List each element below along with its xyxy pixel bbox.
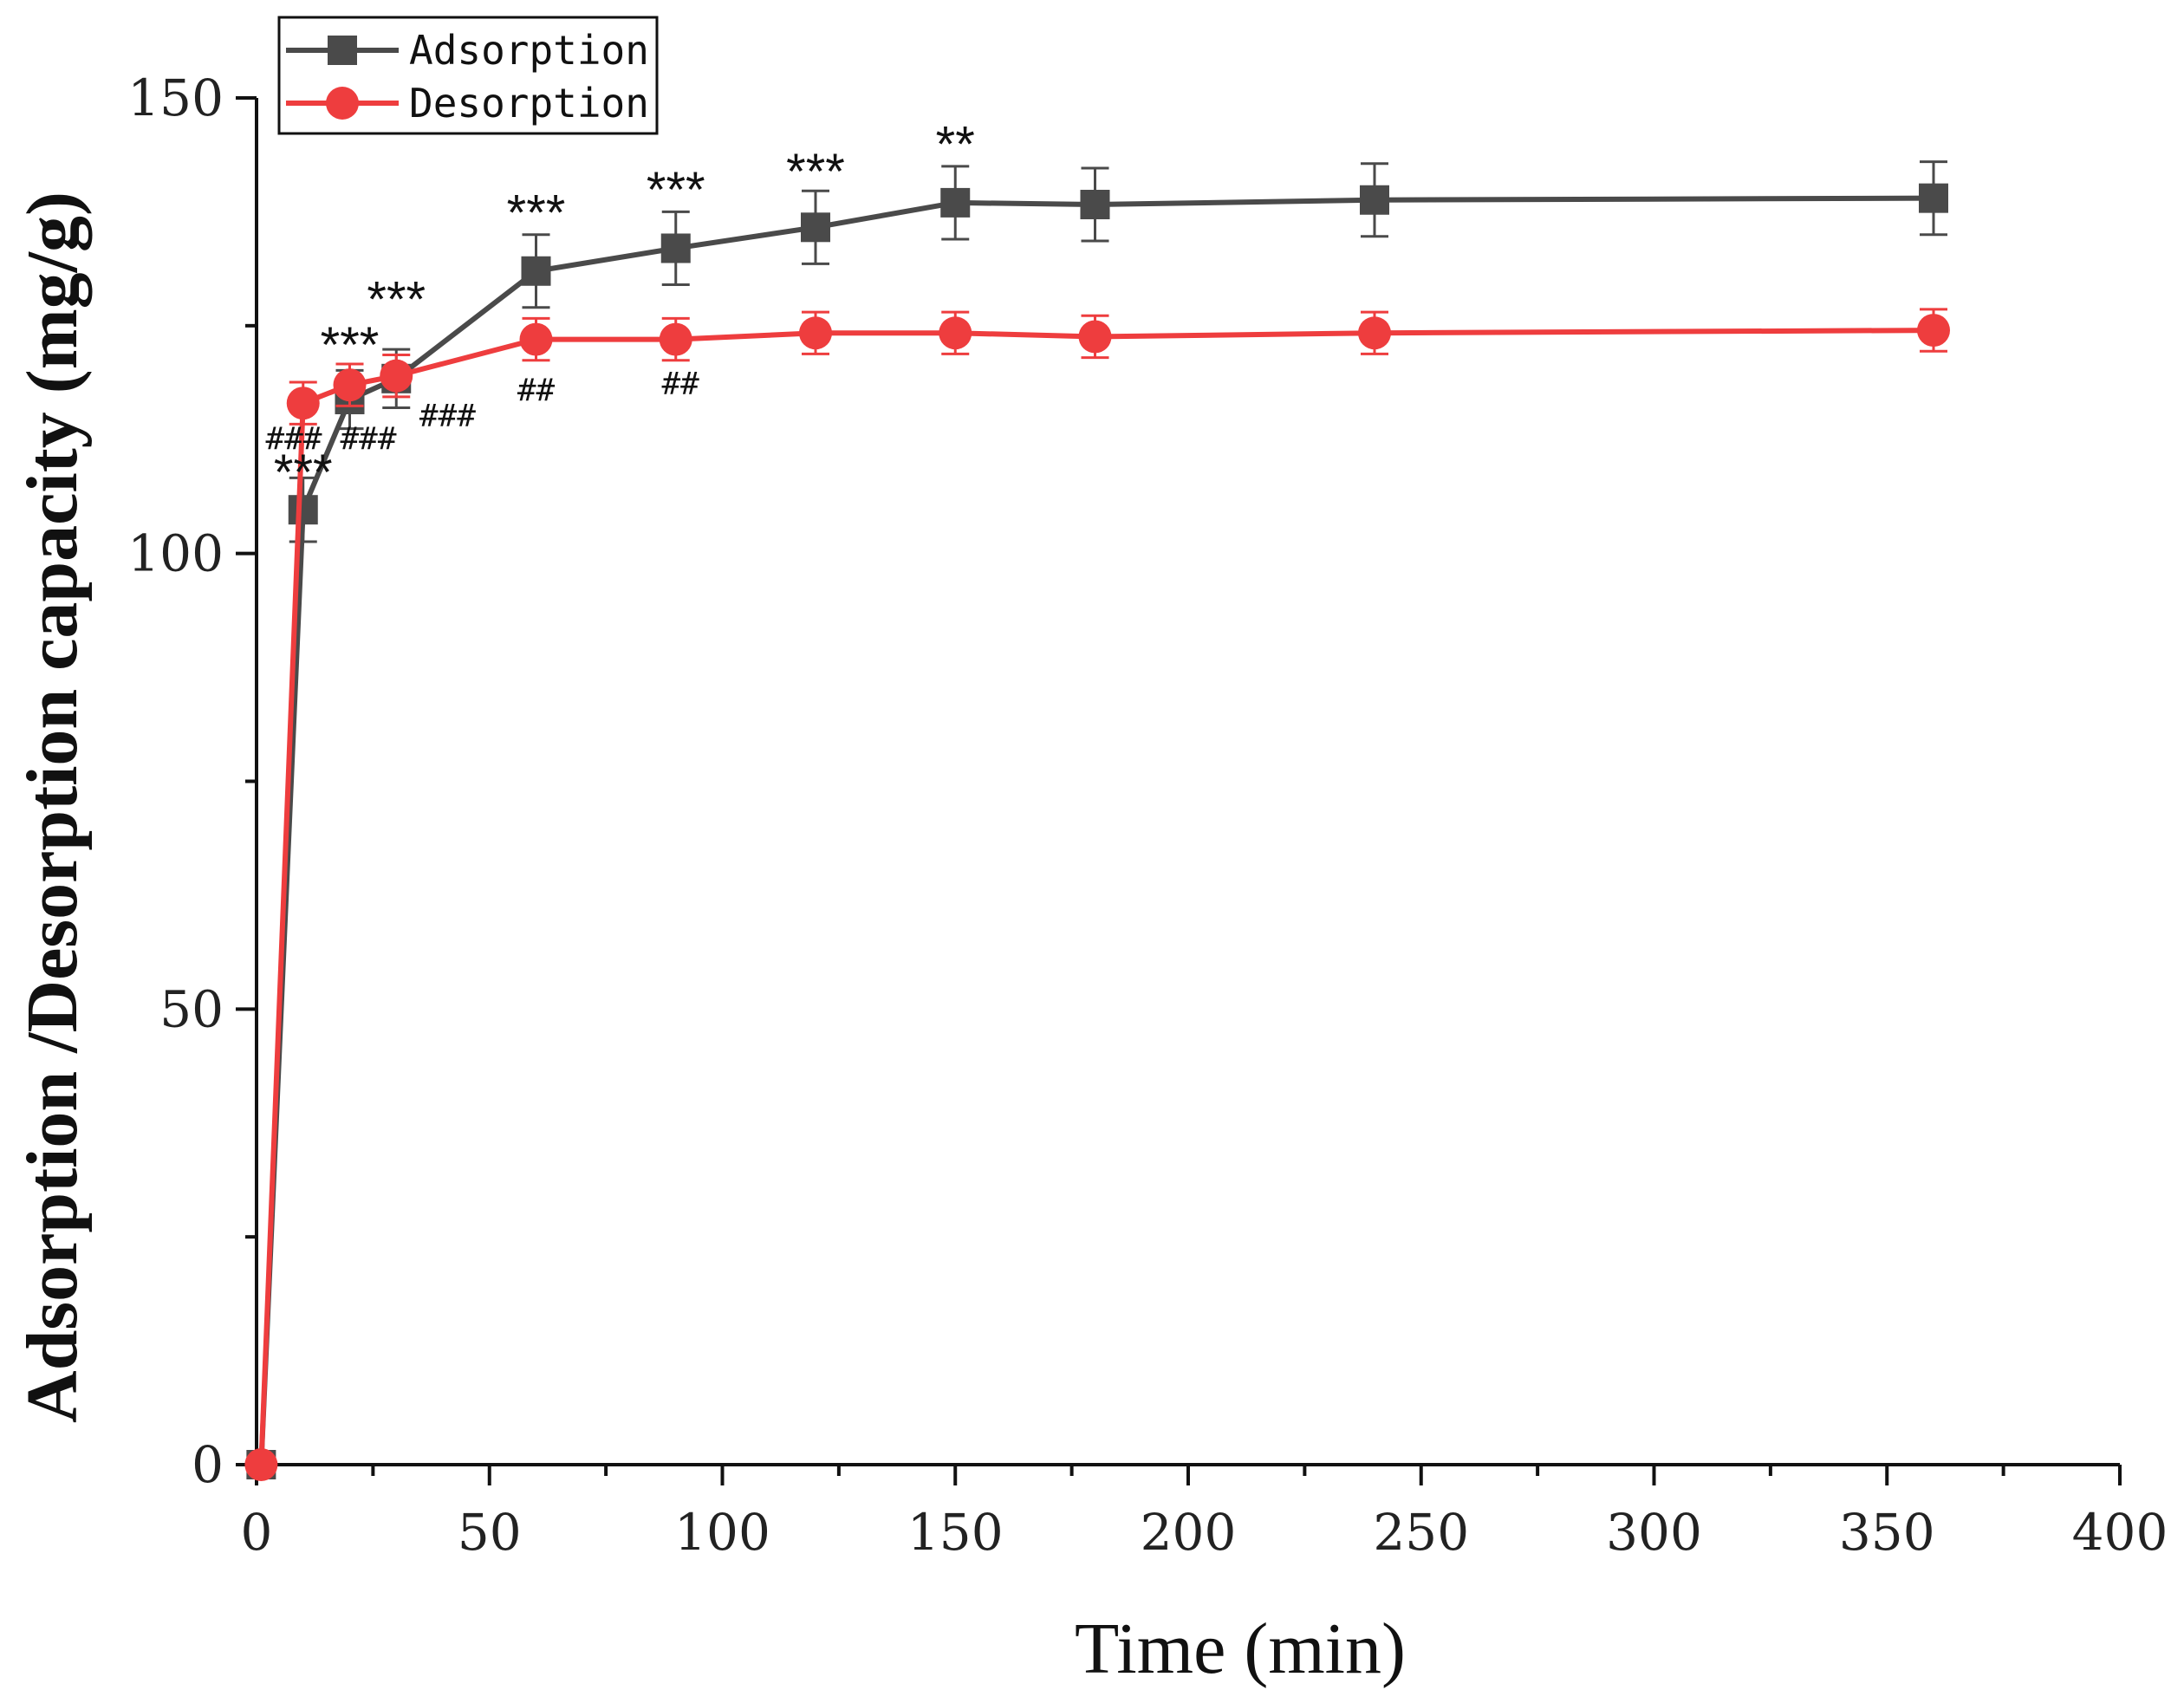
- series-line: [258, 328, 1934, 1466]
- significance-hash: ###: [419, 398, 476, 433]
- series-desorption: [244, 308, 1950, 1481]
- x-tick-label: 50: [458, 1503, 522, 1562]
- significance-hash: ##: [517, 373, 556, 408]
- series-layer: [244, 160, 1950, 1481]
- significance-star: ***: [647, 162, 705, 218]
- data-point: [521, 256, 551, 286]
- data-point: [799, 316, 832, 350]
- x-tick-label: 200: [1141, 1503, 1237, 1562]
- x-axis-title: Time (min): [1075, 1609, 1406, 1689]
- data-point: [244, 1448, 278, 1481]
- data-point: [1078, 320, 1112, 354]
- x-tick-label: 300: [1606, 1503, 1702, 1562]
- significance-star: ***: [274, 445, 333, 501]
- axes: 0 50 100 150 200 250 300 350 400 0 50 100 150 Time (m…: [12, 68, 2168, 1689]
- significance-star: ***: [507, 185, 566, 241]
- significance-star: **: [936, 117, 975, 173]
- y-tick-label: 150: [127, 68, 224, 127]
- legend-marker: [328, 36, 357, 65]
- x-tick-label: 250: [1373, 1503, 1469, 1562]
- x-tick-label: 150: [907, 1503, 1004, 1562]
- significance-star: ***: [367, 271, 426, 328]
- annotations: ************ *** *** **### ######## ##: [265, 117, 974, 501]
- data-point: [660, 233, 691, 263]
- data-point: [1080, 190, 1110, 220]
- significance-hash: ###: [265, 421, 322, 457]
- data-point: [801, 212, 830, 243]
- data-point: [333, 368, 367, 402]
- x-tick-label: 0: [241, 1503, 273, 1562]
- x-tick-label: 350: [1839, 1503, 1935, 1562]
- data-point: [1919, 183, 1948, 213]
- data-point: [380, 359, 413, 393]
- data-point: [1917, 314, 1950, 348]
- x-tick-label: 100: [674, 1503, 770, 1562]
- data-point: [939, 316, 972, 350]
- y-tick-label: 100: [127, 524, 224, 583]
- significance-hash: ##: [661, 367, 699, 402]
- legend-label: Desorption: [409, 80, 649, 127]
- significance-star: ***: [321, 317, 380, 374]
- legend-marker: [326, 87, 359, 120]
- x-tick-label: 400: [2072, 1503, 2168, 1562]
- legend: Adsorption Desorption: [277, 16, 659, 135]
- y-axis-title: Adsorption /Desorption capacity (mg/g): [12, 192, 93, 1423]
- y-tick-label: 50: [159, 979, 224, 1038]
- y-tick-label: 0: [192, 1435, 224, 1494]
- significance-star: ***: [786, 144, 845, 200]
- significance-hash: ###: [340, 421, 396, 457]
- data-point: [940, 187, 971, 218]
- data-point: [659, 322, 692, 356]
- data-point: [286, 387, 320, 420]
- legend-label: Adsorption: [409, 27, 649, 74]
- data-point: [519, 322, 553, 356]
- series-line: [258, 195, 1934, 1466]
- data-point: [1360, 185, 1389, 215]
- data-point: [1358, 316, 1391, 350]
- data-point: [288, 495, 318, 525]
- series-adsorption: [246, 160, 1948, 1479]
